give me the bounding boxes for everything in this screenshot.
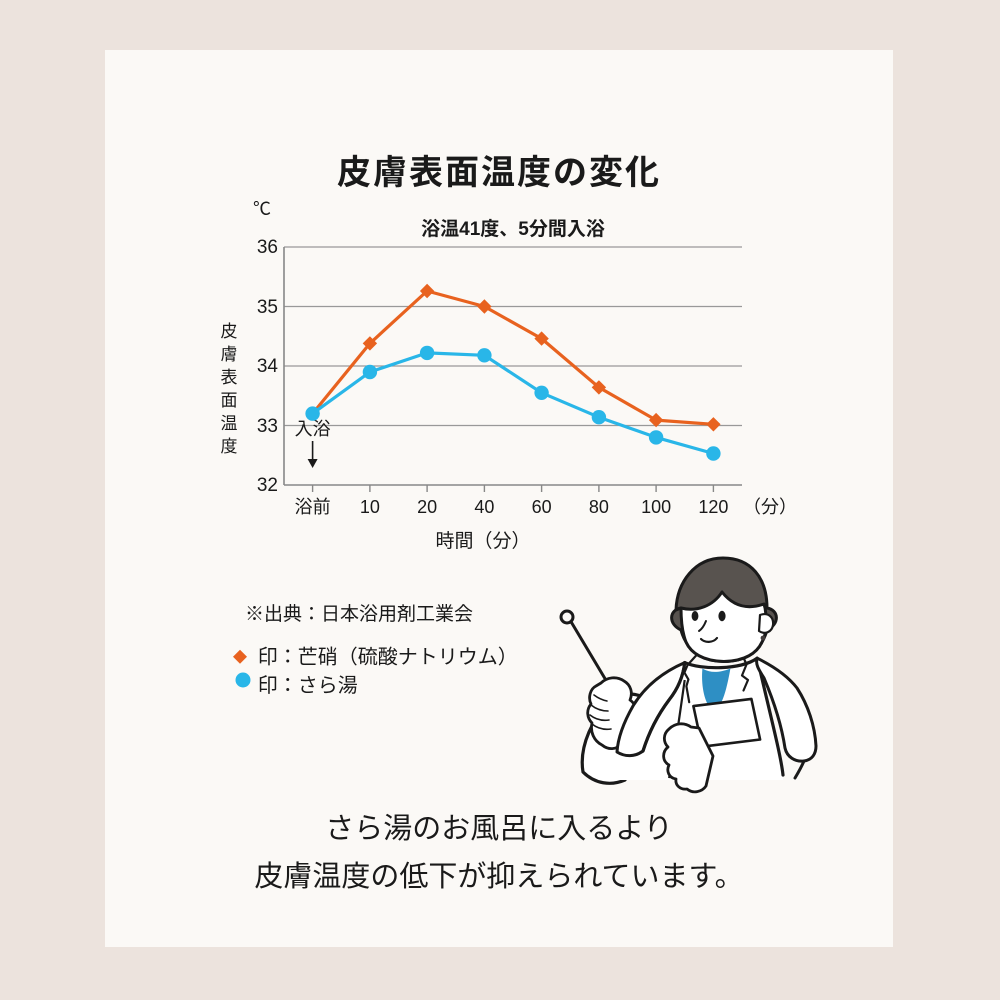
svg-text:℃: ℃ [253,199,271,219]
svg-text:（分）: （分） [743,497,797,517]
svg-text:120: 120 [698,497,728,517]
svg-text:40: 40 [474,497,494,517]
svg-text:印：さら湯: 印：さら湯 [258,674,358,697]
svg-text:100: 100 [641,497,671,517]
svg-text:温: 温 [221,414,238,433]
svg-text:浴前: 浴前 [295,497,331,517]
svg-text:入浴: 入浴 [295,419,331,439]
svg-text:時間（分）: 時間（分） [435,530,530,552]
svg-text:印：芒硝（硫酸ナトリウム）: 印：芒硝（硫酸ナトリウム） [258,646,518,669]
svg-text:皮: 皮 [221,322,238,341]
svg-text:表: 表 [221,368,238,387]
svg-text:膚: 膚 [221,345,238,364]
svg-text:60: 60 [532,497,552,517]
svg-text:35: 35 [257,297,278,318]
svg-text:36: 36 [257,237,278,258]
svg-text:32: 32 [257,475,278,496]
svg-text:面: 面 [221,391,238,410]
svg-text:33: 33 [257,416,278,437]
svg-text:20: 20 [417,497,437,517]
svg-text:※出典：日本浴用剤工業会: ※出典：日本浴用剤工業会 [245,603,473,625]
svg-text:10: 10 [360,497,380,517]
svg-text:80: 80 [589,497,609,517]
svg-text:浴温41度、5分間入浴: 浴温41度、5分間入浴 [421,218,605,240]
svg-text:度: 度 [221,437,238,456]
svg-text:34: 34 [257,356,279,377]
